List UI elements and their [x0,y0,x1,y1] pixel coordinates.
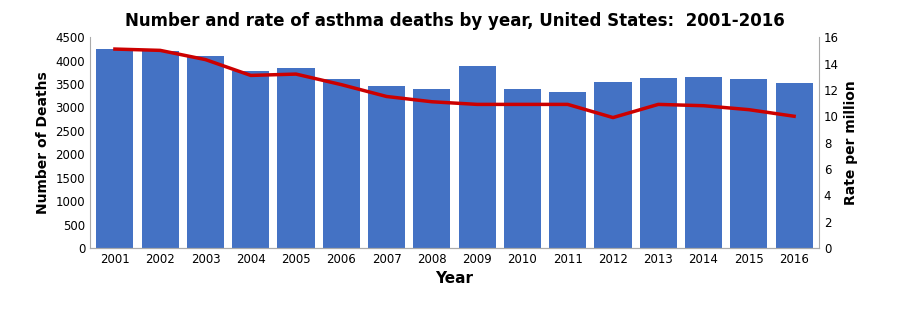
Bar [640,78,677,248]
Bar [413,89,450,248]
Y-axis label: Number of Deaths: Number of Deaths [36,71,50,214]
Bar [504,89,541,248]
Bar [187,56,224,248]
Bar [232,71,269,248]
Bar [277,68,315,248]
Bar [776,83,813,248]
Bar [141,51,179,248]
Bar [96,49,133,248]
Bar [323,79,360,248]
Bar [730,79,768,248]
Title: Number and rate of asthma deaths by year, United States:  2001-2016: Number and rate of asthma deaths by year… [124,12,785,30]
Bar [549,91,586,248]
Bar [368,86,405,248]
Y-axis label: Rate per million: Rate per million [844,80,859,205]
Bar [594,82,632,248]
Bar [685,78,722,248]
Bar [459,66,496,248]
X-axis label: Year: Year [436,272,473,286]
